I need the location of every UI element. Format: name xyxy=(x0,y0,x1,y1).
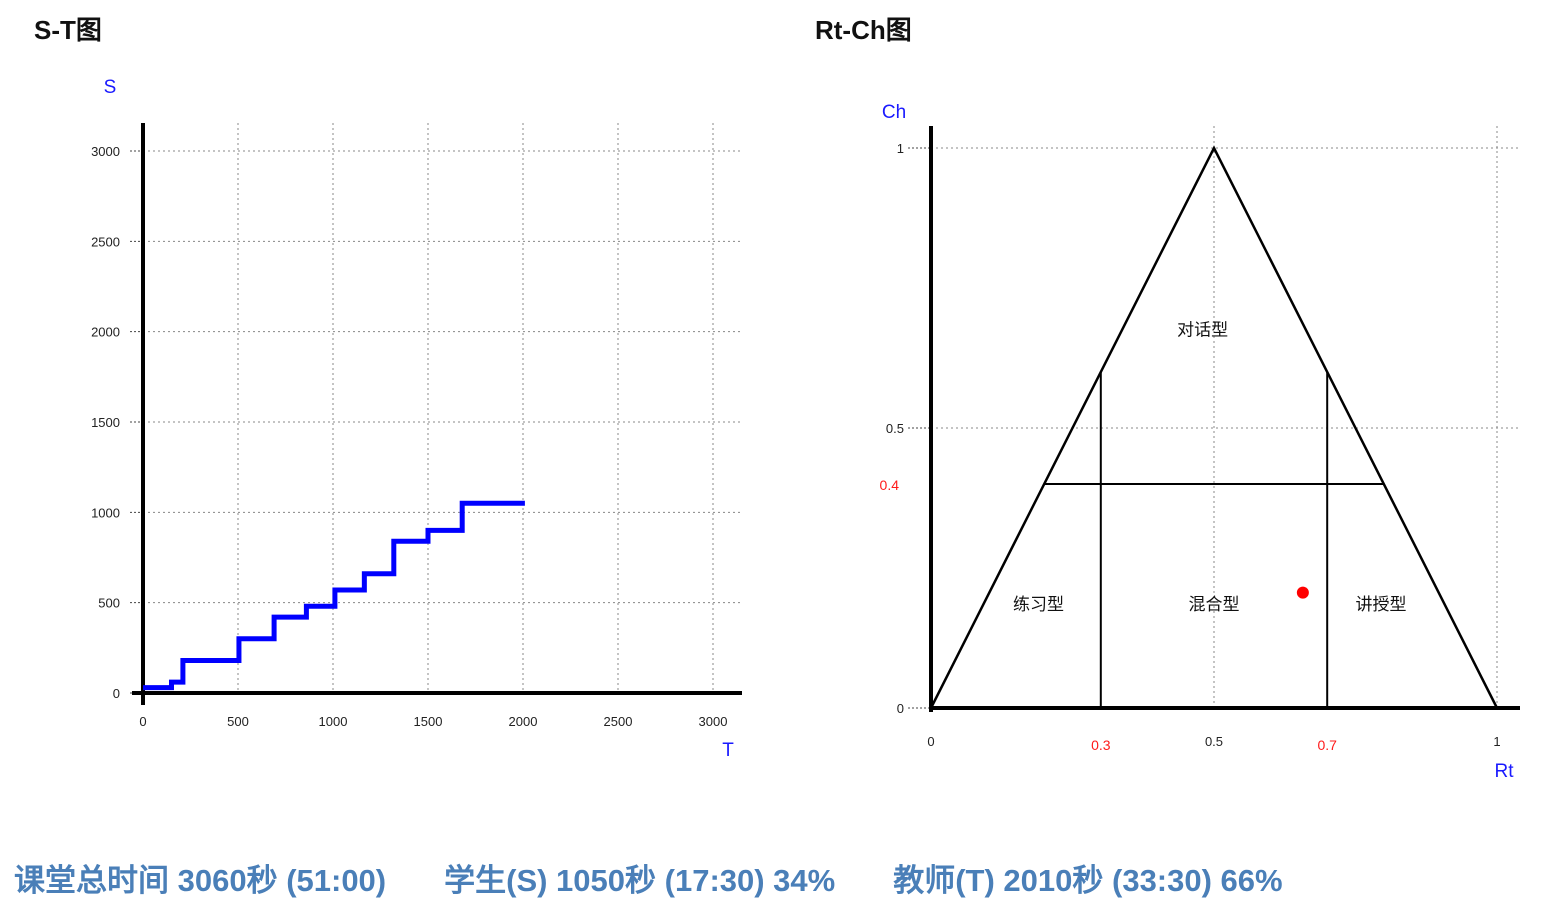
summary-student: 学生(S) 1050秒 (17:30) 34% xyxy=(444,863,836,898)
rc-x-tick-label: 0 xyxy=(927,734,934,749)
st-y-tick-label: 2000 xyxy=(91,325,120,340)
rc-y-tick-label: 0 xyxy=(897,701,904,716)
rc-x-boundary-label: 0.7 xyxy=(1317,737,1337,753)
rc-x-tick-label: 1 xyxy=(1493,734,1500,749)
rc-x-axis-label: Rt xyxy=(1495,761,1515,782)
st-y-tick-label: 1500 xyxy=(91,415,120,430)
summary-teacher: 教师(T) 2010秒 (33:30) 66% xyxy=(893,863,1283,898)
rc-triangle-boundary xyxy=(929,145,1499,709)
st-chart-title: S-T图 xyxy=(34,15,102,45)
rc-region-label: 讲授型 xyxy=(1355,595,1406,615)
rc-region-label: 混合型 xyxy=(1189,595,1240,615)
st-x-tick-label: 2500 xyxy=(604,714,633,729)
st-y-tick-label: 2500 xyxy=(91,234,120,249)
rc-y-boundary-label: 0.4 xyxy=(880,477,900,493)
st-y-axis-label: S xyxy=(104,77,117,98)
rtch-chart-title: Rt-Ch图 xyxy=(815,15,912,45)
st-x-axis-label: T xyxy=(722,740,734,761)
rc-x-tick-label: 0.5 xyxy=(1205,734,1223,749)
rc-region-label: 对话型 xyxy=(1177,321,1228,341)
st-x-tick-label: 500 xyxy=(227,714,249,729)
st-y-tick-label: 1000 xyxy=(91,505,120,520)
st-series-line xyxy=(143,500,525,691)
st-y-tick-label: 3000 xyxy=(91,144,120,159)
st-x-tick-label: 2000 xyxy=(509,714,538,729)
rc-y-tick-label: 0.5 xyxy=(886,421,904,436)
st-y-tick-label: 0 xyxy=(113,686,120,701)
rc-data-point xyxy=(1296,586,1309,599)
rc-y-tick-label: 1 xyxy=(897,141,904,156)
st-x-tick-label: 1500 xyxy=(414,714,443,729)
summary-bar: 课堂总时间 3060秒 (51:00) 学生(S) 1050秒 (17:30) … xyxy=(14,855,1341,900)
st-x-tick-label: 1000 xyxy=(319,714,348,729)
rc-region-label: 练习型 xyxy=(1013,595,1064,615)
summary-total: 课堂总时间 3060秒 (51:00) xyxy=(14,863,387,898)
rc-y-axis-label: Ch xyxy=(882,102,906,123)
rc-x-boundary-label: 0.3 xyxy=(1091,737,1111,753)
st-x-tick-label: 3000 xyxy=(699,714,728,729)
st-y-tick-label: 500 xyxy=(98,596,120,611)
st-x-tick-label: 0 xyxy=(139,714,146,729)
